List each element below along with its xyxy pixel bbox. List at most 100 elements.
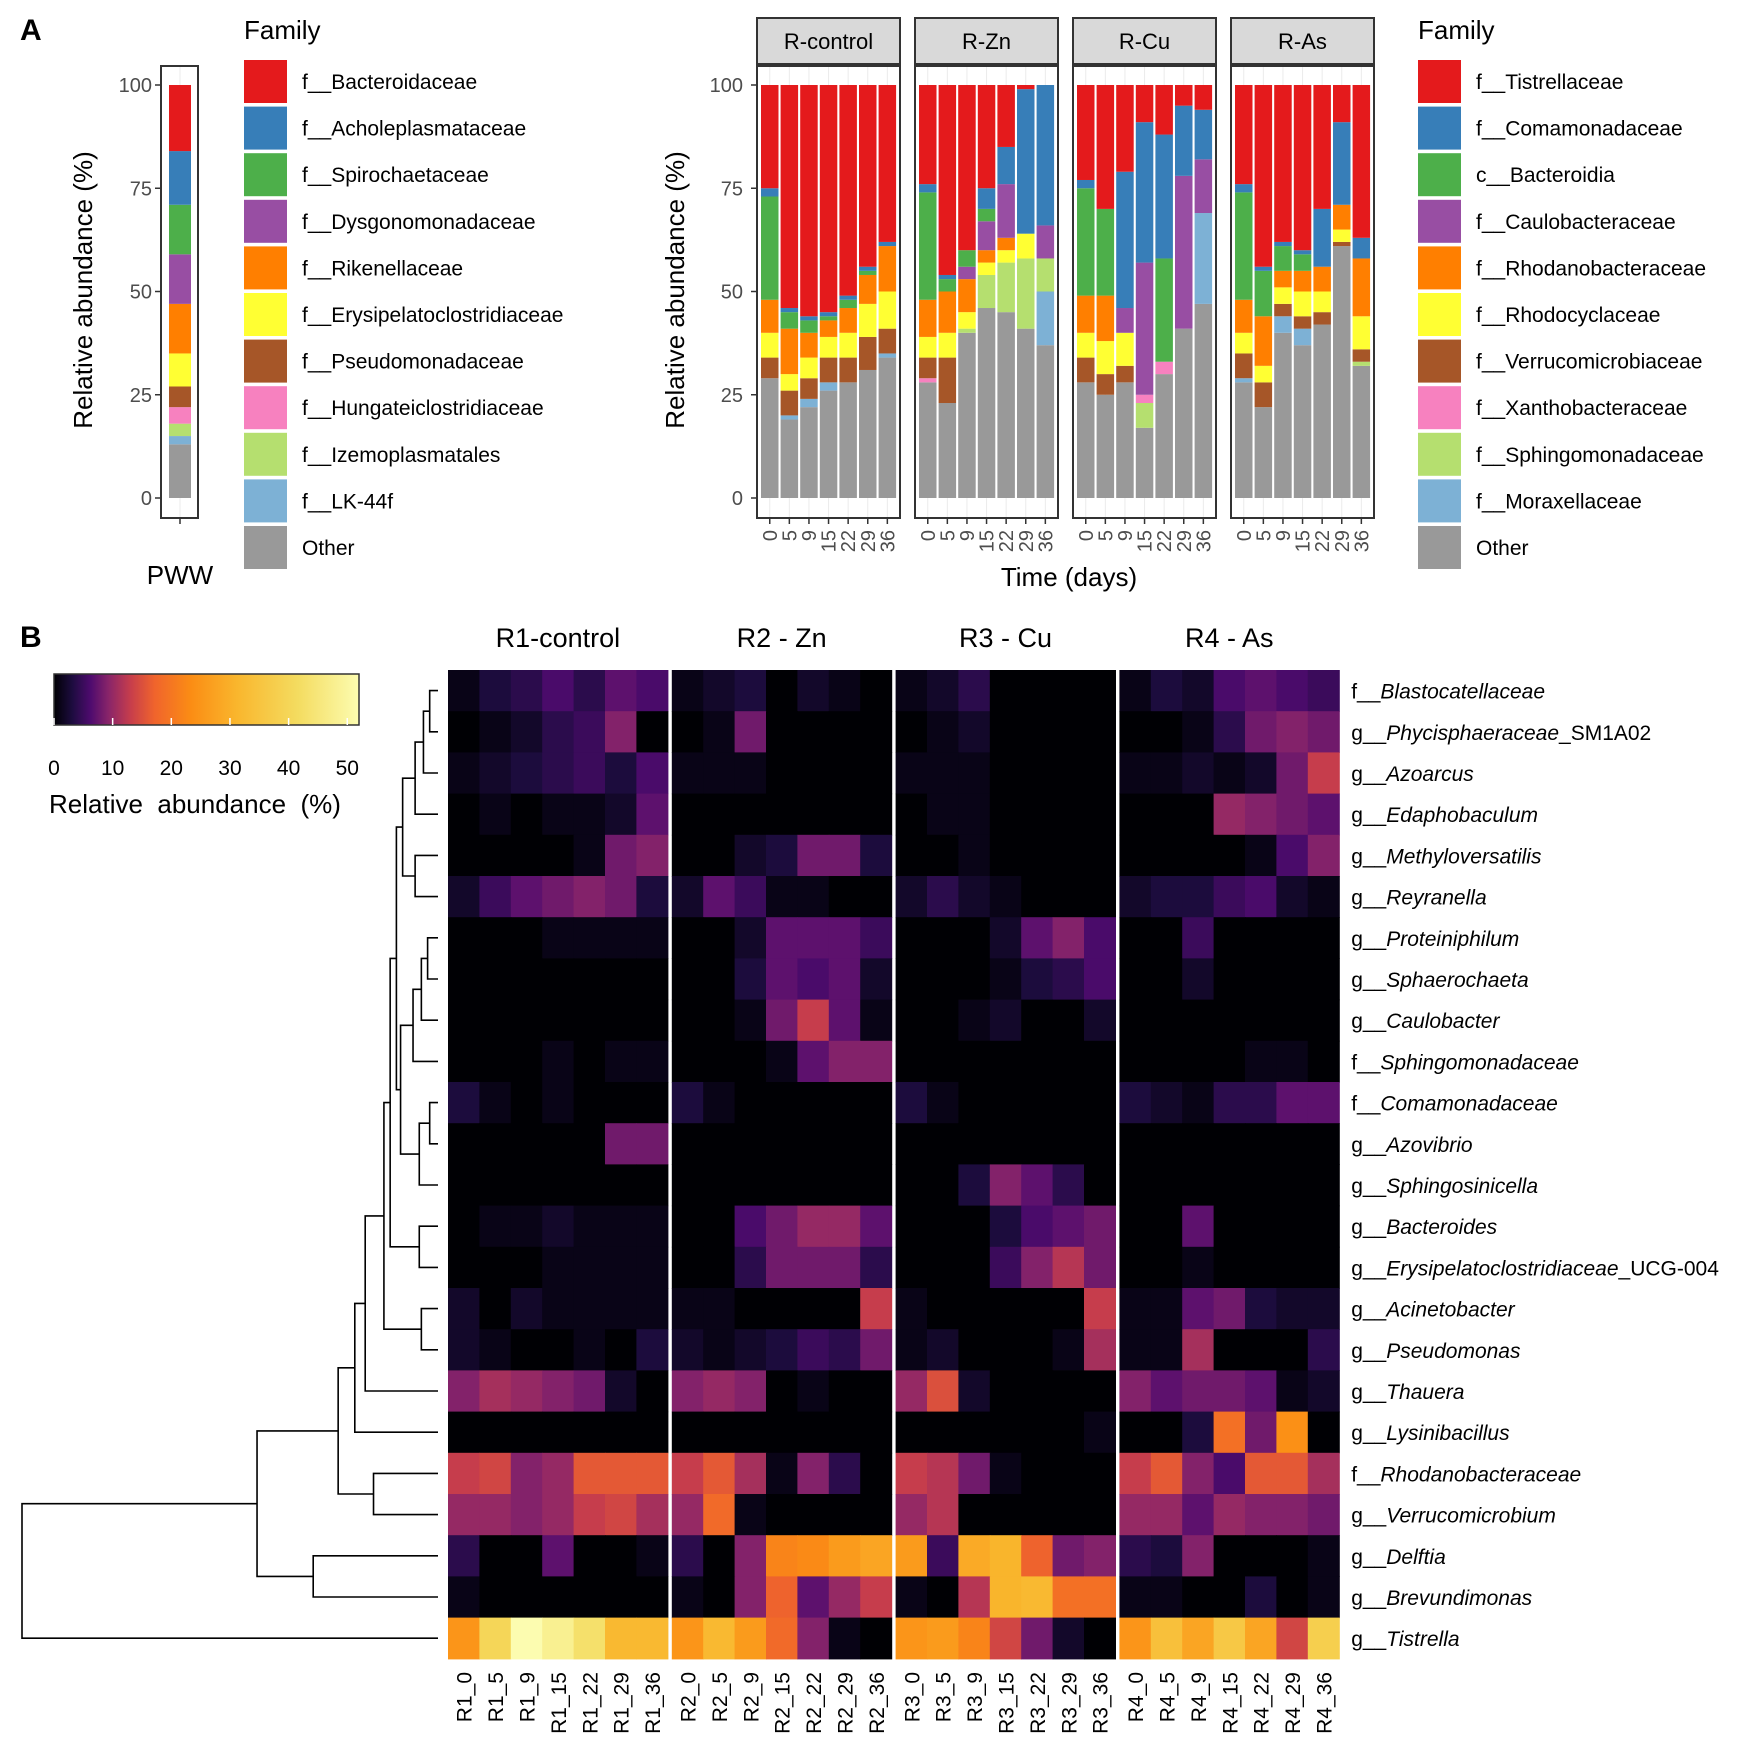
heatmap-cell xyxy=(1084,793,1116,836)
heatmap-cell xyxy=(636,670,669,712)
row-label-name: Verrucomicrobium xyxy=(1386,1505,1556,1528)
legend-reactors-label: f__Sphingomonadaceae xyxy=(1476,444,1704,467)
heatmap-cell xyxy=(927,1288,959,1330)
heatmap-cell xyxy=(1276,670,1309,712)
heatmap-group-title: R3 - Cu xyxy=(959,623,1052,653)
heatmap-cell xyxy=(989,1082,1022,1124)
reactor-bar-segment xyxy=(819,382,838,391)
heatmap-cell xyxy=(605,834,637,877)
heatmap-cell xyxy=(1021,1452,1054,1495)
heatmap-group-titles: R1-control R2 - Zn R3 - Cu R4 - As xyxy=(496,623,1274,653)
heatmap-cell xyxy=(734,1205,767,1248)
heatmap-cell xyxy=(734,1452,767,1495)
reactor-bar-segment xyxy=(800,332,818,358)
heatmap-cell xyxy=(573,1164,606,1207)
reactor-bar-segment xyxy=(1293,250,1312,255)
reactor-bar-segment xyxy=(859,369,877,498)
reactor-bar-segment xyxy=(800,378,818,399)
heatmap-cell xyxy=(479,1452,512,1495)
reactor-bar-segment xyxy=(839,299,857,309)
reactor-y-tick-label: 25 xyxy=(721,385,743,407)
reactor-x-axis-label: Time (days) xyxy=(1001,562,1137,592)
reactor-x-tick-label: 36 xyxy=(1193,530,1215,552)
heatmap-cell xyxy=(1119,999,1152,1042)
reactor-bar-segment xyxy=(800,398,818,408)
heatmap-chart: R1-control R2 - Zn R3 - Cu R4 - As f__Blast… xyxy=(21,623,1719,1734)
heatmap-cell xyxy=(860,1246,893,1289)
heatmap-cell xyxy=(1182,1576,1215,1619)
heatmap-cell xyxy=(797,917,830,959)
legend-reactors-swatch xyxy=(1418,106,1461,150)
heatmap-cell xyxy=(448,1040,480,1083)
heatmap-cell xyxy=(542,1246,575,1289)
reactor-chart: Relative abundance (%) Time (days) 02550… xyxy=(660,17,1375,592)
reactor-bar-segment xyxy=(878,353,897,358)
heatmap-cell xyxy=(1307,1494,1340,1536)
heatmap-cell xyxy=(448,1535,480,1577)
heatmap-cell xyxy=(734,1040,767,1083)
heatmap-cell xyxy=(573,711,606,753)
heatmap-cell xyxy=(734,1246,767,1289)
reactor-bar-segment xyxy=(1077,188,1095,296)
heatmap-cell xyxy=(636,1617,669,1660)
reactor-x-tick-label: 5 xyxy=(1095,530,1117,541)
heatmap-cell xyxy=(766,1040,798,1083)
heatmap-cell xyxy=(1052,917,1085,959)
reactor-bar-segment xyxy=(761,378,779,498)
heatmap-cell xyxy=(1150,793,1183,836)
facet-strip-label: R-control xyxy=(784,29,873,54)
heatmap-cell xyxy=(636,1288,669,1330)
heatmap-cell xyxy=(927,752,959,795)
heatmap-row-label: g__Tistrella xyxy=(1351,1628,1459,1651)
heatmap-cell xyxy=(797,1452,830,1495)
heatmap-cell xyxy=(895,876,928,918)
heatmap-cell xyxy=(766,1617,798,1660)
heatmap-cell xyxy=(860,711,893,753)
reactor-bar-segment xyxy=(938,291,957,333)
heatmap-cell xyxy=(542,1123,575,1165)
reactor-bar-segment xyxy=(761,332,779,358)
reactor-bar-segment xyxy=(1333,241,1351,247)
heatmap-cell xyxy=(828,1370,861,1413)
heatmap-cell xyxy=(989,752,1022,795)
reactor-x-tick-label: 0 xyxy=(1076,530,1098,541)
heatmap-cell xyxy=(703,1164,736,1207)
reactor-y-tick-label: 100 xyxy=(710,75,743,97)
heatmap-cell xyxy=(895,711,928,753)
reactor-bar-segment xyxy=(1333,204,1351,230)
heatmap-cell xyxy=(1213,1040,1246,1083)
heatmap-cell xyxy=(989,834,1022,877)
heatmap-cell xyxy=(797,1288,830,1330)
pww-bar-segment xyxy=(169,254,191,304)
heatmap-cell xyxy=(860,917,893,959)
heatmap-cell xyxy=(734,1617,767,1660)
heatmap-cell xyxy=(671,917,704,959)
heatmap-cell xyxy=(671,1123,704,1165)
heatmap-cell xyxy=(703,1494,736,1536)
heatmap-cell xyxy=(542,1411,575,1454)
heatmap-cell xyxy=(989,876,1022,918)
reactor-bar-segment xyxy=(1313,208,1331,267)
reactor-bar-segment xyxy=(878,241,897,247)
heatmap-cell xyxy=(1245,1205,1277,1248)
heatmap-cell xyxy=(1307,1246,1340,1289)
heatmap-cell xyxy=(766,1576,798,1619)
heatmap-cell xyxy=(797,1246,830,1289)
heatmap-cell xyxy=(766,793,798,836)
heatmap-column-label: R1_9 xyxy=(517,1672,540,1722)
heatmap-cell xyxy=(895,834,928,877)
heatmap-cell xyxy=(636,1329,669,1371)
heatmap-cell xyxy=(958,1617,991,1660)
heatmap-cell xyxy=(573,917,606,959)
heatmap-row-label: g__Edaphobaculum xyxy=(1351,804,1538,827)
reactor-bar-segment xyxy=(1235,378,1253,383)
dendrogram-branch xyxy=(399,1024,420,1155)
reactor-bar-segment xyxy=(1333,122,1351,205)
heatmap-cell xyxy=(1084,999,1116,1042)
heatmap-cell xyxy=(636,917,669,959)
reactor-bar-segment xyxy=(1254,266,1273,271)
reactor-bar-segment xyxy=(1175,105,1193,176)
reactor-bar-segment xyxy=(761,188,779,197)
reactor-bar-segment xyxy=(780,308,799,313)
heatmap-column-label: R1_5 xyxy=(485,1672,508,1722)
